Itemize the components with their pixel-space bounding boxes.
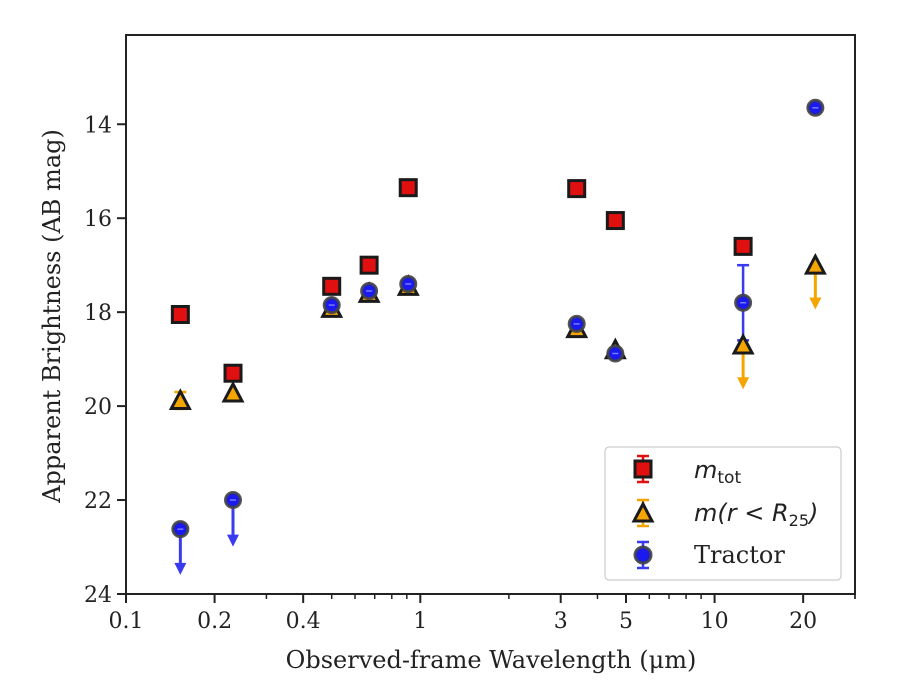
chart-axes: 14 16 18 20 22 240.1 0.2 0.4 1 3 5 10 20 <box>84 34 856 634</box>
legend: mtot m(r < R25) Tractor <box>604 446 842 581</box>
plot-frame <box>125 34 856 595</box>
point-mtot <box>567 179 587 199</box>
y-tick-label: 14 <box>84 113 112 138</box>
x-tick-label: 3 <box>554 609 568 634</box>
y-tick-label: 16 <box>84 207 112 232</box>
legend-mr25-sub: 25 <box>789 511 809 530</box>
point-mr25 <box>221 380 245 403</box>
point-mr25 <box>168 388 192 410</box>
x-tick-label: 20 <box>789 609 817 634</box>
legend-mr25-base: m <box>694 499 717 527</box>
point-mtot <box>733 236 753 256</box>
point-mtot <box>398 178 418 198</box>
x-tick-label: 0.1 <box>109 609 144 634</box>
point-mr25 <box>803 252 827 275</box>
legend-mtot-sub: tot <box>717 468 741 488</box>
legend-label-mtot: mtot <box>694 456 741 488</box>
legend-mtot-base: m <box>694 456 717 484</box>
point-mtot <box>170 305 190 324</box>
x-tick-label: 5 <box>619 609 633 634</box>
chart-marks <box>168 98 827 575</box>
legend-marker-mtot <box>633 459 653 479</box>
legend-marker-mr25 <box>631 500 655 523</box>
point-mr25-upper-limit-arrow-head <box>809 297 822 310</box>
point-mr25 <box>731 332 755 355</box>
point-mtot <box>605 211 625 231</box>
y-axis-title: Apparent Brightness (AB mag) <box>38 129 66 504</box>
point-mtot <box>223 363 243 383</box>
legend-mr25-paren-close: ) <box>807 499 818 527</box>
y-tick-label: 20 <box>84 395 112 420</box>
x-tick-label: 0.2 <box>197 609 232 634</box>
legend-entry-mtot: mtot <box>633 454 741 488</box>
point-mtot <box>359 255 379 275</box>
y-tick-label: 18 <box>84 301 112 326</box>
legend-entry-mr25: m(r < R25) <box>631 498 818 530</box>
x-tick-label: 1 <box>413 609 427 634</box>
legend-entry-tractor: Tractor <box>633 540 785 570</box>
point-tractor-upper-limit-arrow-head <box>174 562 187 575</box>
y-tick-label: 22 <box>84 489 112 514</box>
legend-marker-tractor <box>633 545 653 565</box>
x-axis-title: Observed-frame Wavelength (μm) <box>286 646 697 674</box>
point-mtot <box>322 276 342 296</box>
legend-label-tractor: Tractor <box>694 541 785 569</box>
legend-frame <box>604 446 842 581</box>
point-tractor-upper-limit-arrow-head <box>227 534 240 547</box>
legend-label-mr25: m(r < R25) <box>694 499 818 530</box>
y-tick-label: 24 <box>84 583 112 608</box>
point-mr25-upper-limit-arrow-head <box>737 377 750 390</box>
x-tick-label: 0.4 <box>286 609 321 634</box>
legend-mr25-paren-open: (r < R <box>717 499 788 527</box>
x-tick-label: 10 <box>701 609 729 634</box>
